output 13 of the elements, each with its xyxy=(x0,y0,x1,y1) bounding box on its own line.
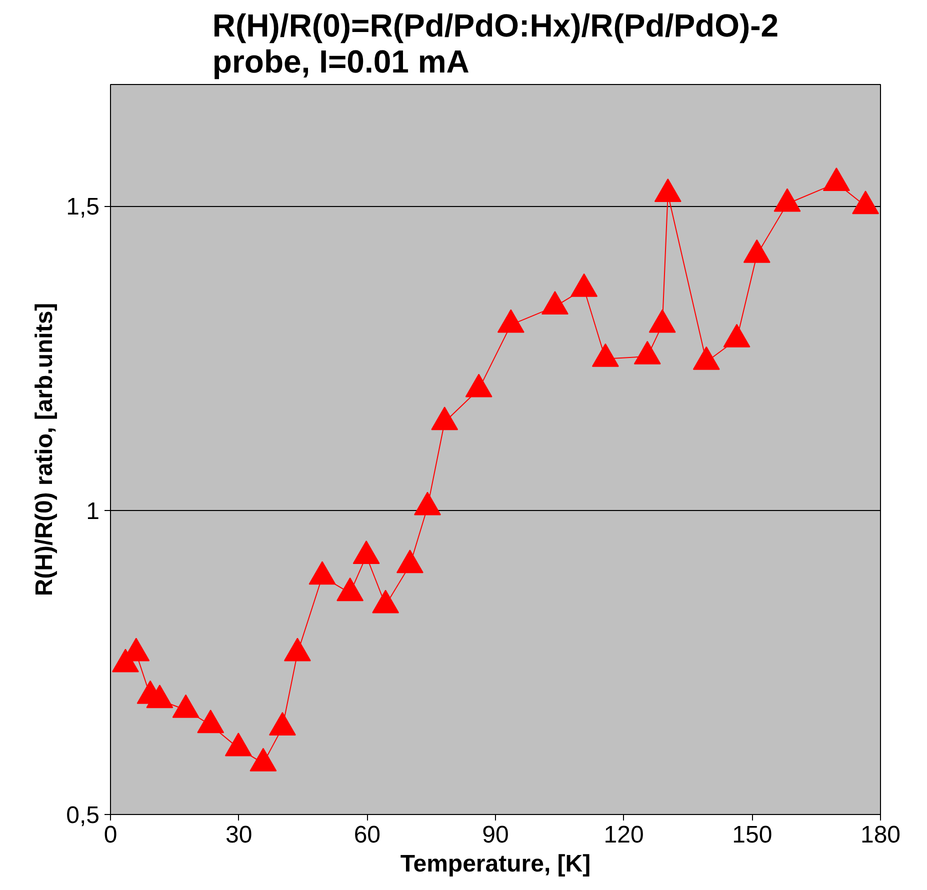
x-tick-label: 120 xyxy=(604,822,644,848)
chart-title: R(H)/R(0)=R(Pd/PdO:Hx)/R(Pd/PdO)-2 probe, I=0.01 mA xyxy=(212,8,779,80)
x-tick-label: 60 xyxy=(354,822,381,848)
x-tick-label: 90 xyxy=(482,822,509,848)
y-tick-label: 1 xyxy=(86,498,100,525)
x-tick-label: 150 xyxy=(732,822,772,848)
y-tick-label: 0,5 xyxy=(66,802,100,829)
x-tick-label: 30 xyxy=(225,822,252,848)
x-axis-title: Temperature, [K] xyxy=(400,850,591,878)
y-axis-title: R(H)/R(0) ratio, [arb.units] xyxy=(31,302,58,596)
x-tick-label: 180 xyxy=(860,822,901,848)
x-tick-label: 0 xyxy=(104,822,118,848)
y-tick-label: 1,5 xyxy=(66,194,100,221)
